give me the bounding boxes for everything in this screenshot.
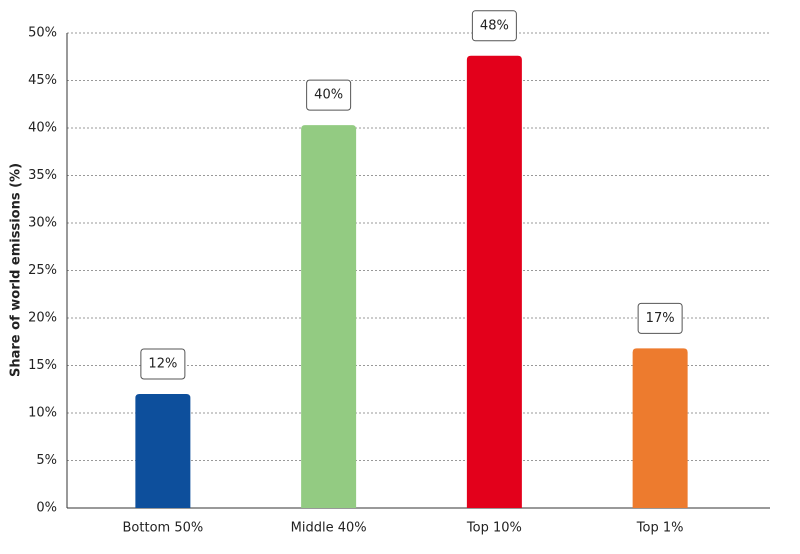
value-label: 40% — [314, 88, 343, 103]
y-tick-label: 50% — [28, 26, 57, 41]
y-tick-label: 45% — [28, 73, 57, 88]
y-tick-label: 35% — [28, 168, 57, 183]
y-tick-label: 10% — [28, 406, 57, 421]
y-tick-label: 5% — [36, 453, 57, 468]
y-tick-label: 30% — [28, 216, 57, 231]
bar — [632, 348, 688, 508]
y-tick-label: 25% — [28, 263, 57, 278]
value-label: 17% — [646, 311, 675, 326]
y-tick-label: 20% — [28, 311, 57, 326]
value-label-box — [306, 79, 352, 111]
x-tick-label: Top 10% — [466, 521, 522, 536]
value-label-box — [140, 348, 186, 380]
y-tick-label: 0% — [36, 501, 57, 516]
value-label-box — [471, 10, 517, 42]
x-tick-label: Middle 40% — [291, 521, 367, 536]
bar — [135, 394, 191, 508]
value-label: 48% — [480, 18, 509, 33]
y-axis-title: Share of world emissions (%) — [9, 163, 24, 377]
bar — [466, 55, 522, 509]
x-tick-label: Top 1% — [636, 521, 684, 536]
value-label: 12% — [148, 357, 177, 372]
x-tick-label: Bottom 50% — [123, 521, 204, 536]
bar — [301, 125, 357, 509]
value-label-box — [637, 302, 683, 334]
y-tick-label: 15% — [28, 358, 57, 373]
y-tick-label: 40% — [28, 121, 57, 136]
